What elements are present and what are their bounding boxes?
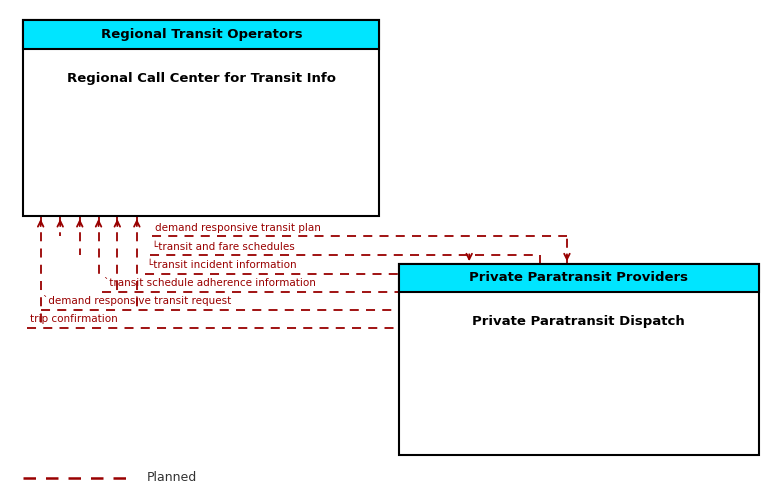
Text: └transit incident information: └transit incident information: [147, 260, 296, 270]
Text: └transit and fare schedules: └transit and fare schedules: [152, 241, 296, 252]
Text: Private Paratransit Providers: Private Paratransit Providers: [469, 272, 688, 284]
Text: Private Paratransit Dispatch: Private Paratransit Dispatch: [472, 315, 685, 328]
Bar: [23, 20, 379, 216]
Bar: [23, 20, 379, 49]
Text: Planned: Planned: [147, 471, 197, 484]
Bar: [399, 264, 759, 455]
Text: Regional Call Center for Transit Info: Regional Call Center for Transit Info: [67, 72, 335, 85]
Text: ˋtransit schedule adherence information: ˋtransit schedule adherence information: [104, 278, 316, 288]
Text: demand responsive transit plan: demand responsive transit plan: [155, 223, 321, 233]
Bar: [399, 264, 759, 292]
Text: trip confirmation: trip confirmation: [30, 314, 117, 324]
Text: ˋdemand responsive transit request: ˋdemand responsive transit request: [43, 295, 231, 306]
Text: Regional Transit Operators: Regional Transit Operators: [101, 28, 302, 41]
